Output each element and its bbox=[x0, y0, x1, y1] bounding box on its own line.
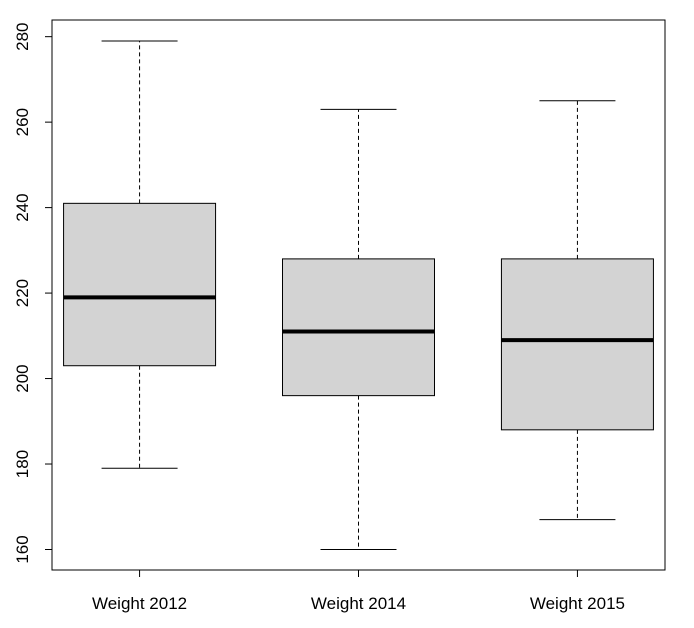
iqr-box bbox=[282, 258, 435, 397]
y-tick-label: 260 bbox=[13, 108, 32, 136]
y-tick-label: 240 bbox=[13, 193, 32, 221]
box-2 bbox=[282, 108, 435, 550]
y-tick-label: 280 bbox=[13, 22, 32, 50]
y-tick-label: 200 bbox=[13, 364, 32, 392]
box-1 bbox=[63, 40, 217, 469]
iqr-box bbox=[63, 202, 217, 367]
iqr-box bbox=[500, 258, 654, 431]
box-3 bbox=[500, 100, 654, 521]
x-tick-label: Weight 2015 bbox=[530, 594, 625, 613]
x-axis: Weight 2012 Weight 2014 Weight 2015 bbox=[92, 569, 625, 613]
x-tick-label: Weight 2014 bbox=[311, 594, 406, 613]
y-tick-label: 180 bbox=[13, 450, 32, 478]
chart-marks bbox=[63, 40, 654, 550]
x-tick-label: Weight 2012 bbox=[92, 594, 187, 613]
y-tick-label: 160 bbox=[13, 535, 32, 563]
y-tick-label: 220 bbox=[13, 279, 32, 307]
y-axis: 160 180 200 220 240 260 280 bbox=[13, 22, 53, 564]
